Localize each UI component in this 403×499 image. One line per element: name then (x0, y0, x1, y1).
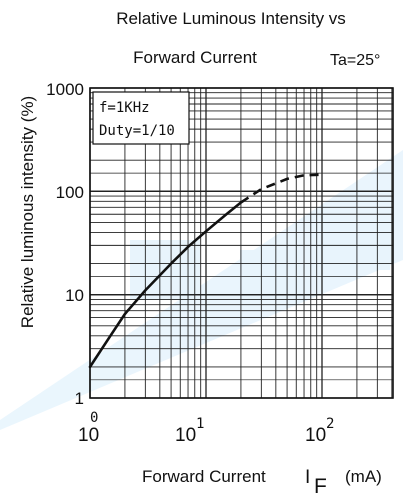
series-solid-line (88, 201, 243, 369)
grid (89, 87, 393, 399)
chart-title-line2: Forward Current (133, 48, 257, 67)
x-tick-exponent: 1 (196, 416, 204, 432)
series-dashed-line (240, 173, 323, 204)
x-tick-label-10e0: 10 0 (78, 410, 99, 446)
y-tick-label-1000: 1000 (46, 80, 84, 99)
x-tick-exponent: 0 (90, 410, 98, 426)
x-tick-base: 10 (78, 425, 99, 446)
y-tick-label-10: 10 (65, 286, 84, 305)
watermark (0, 150, 403, 430)
x-axis-label-subscript: F (314, 475, 327, 498)
x-tick-label-10e2: 10 2 (305, 416, 334, 446)
y-tick-label-100: 100 (56, 183, 84, 202)
x-tick-label-10e1: 10 1 (175, 416, 204, 446)
y-tick-label-1: 1 (75, 389, 84, 408)
watermark-block-2 (240, 250, 300, 300)
legend-frequency: f=1KHz (99, 100, 150, 116)
x-tick-base: 10 (305, 425, 326, 446)
x-axis-label-symbol: I (305, 467, 310, 488)
plot-frame (89, 87, 394, 399)
temperature-condition: Ta=25° (330, 52, 380, 69)
legend: f=1KHz Duty=1/10 (92, 91, 190, 145)
watermark-band (0, 150, 403, 430)
y-axis-label: Relative luminous intensity (%) (18, 96, 37, 328)
legend-duty: Duty=1/10 (99, 123, 175, 139)
chart-title-line1: Relative Luminous Intensity vs (116, 9, 346, 28)
x-tick-exponent: 2 (326, 416, 334, 432)
legend-box (92, 91, 190, 145)
x-axis-label-text: Forward Current (142, 467, 266, 486)
x-tick-base: 10 (175, 425, 196, 446)
x-axis-label-unit: (mA) (345, 467, 382, 486)
x-axis-label: Forward Current I F (mA) (142, 467, 382, 498)
